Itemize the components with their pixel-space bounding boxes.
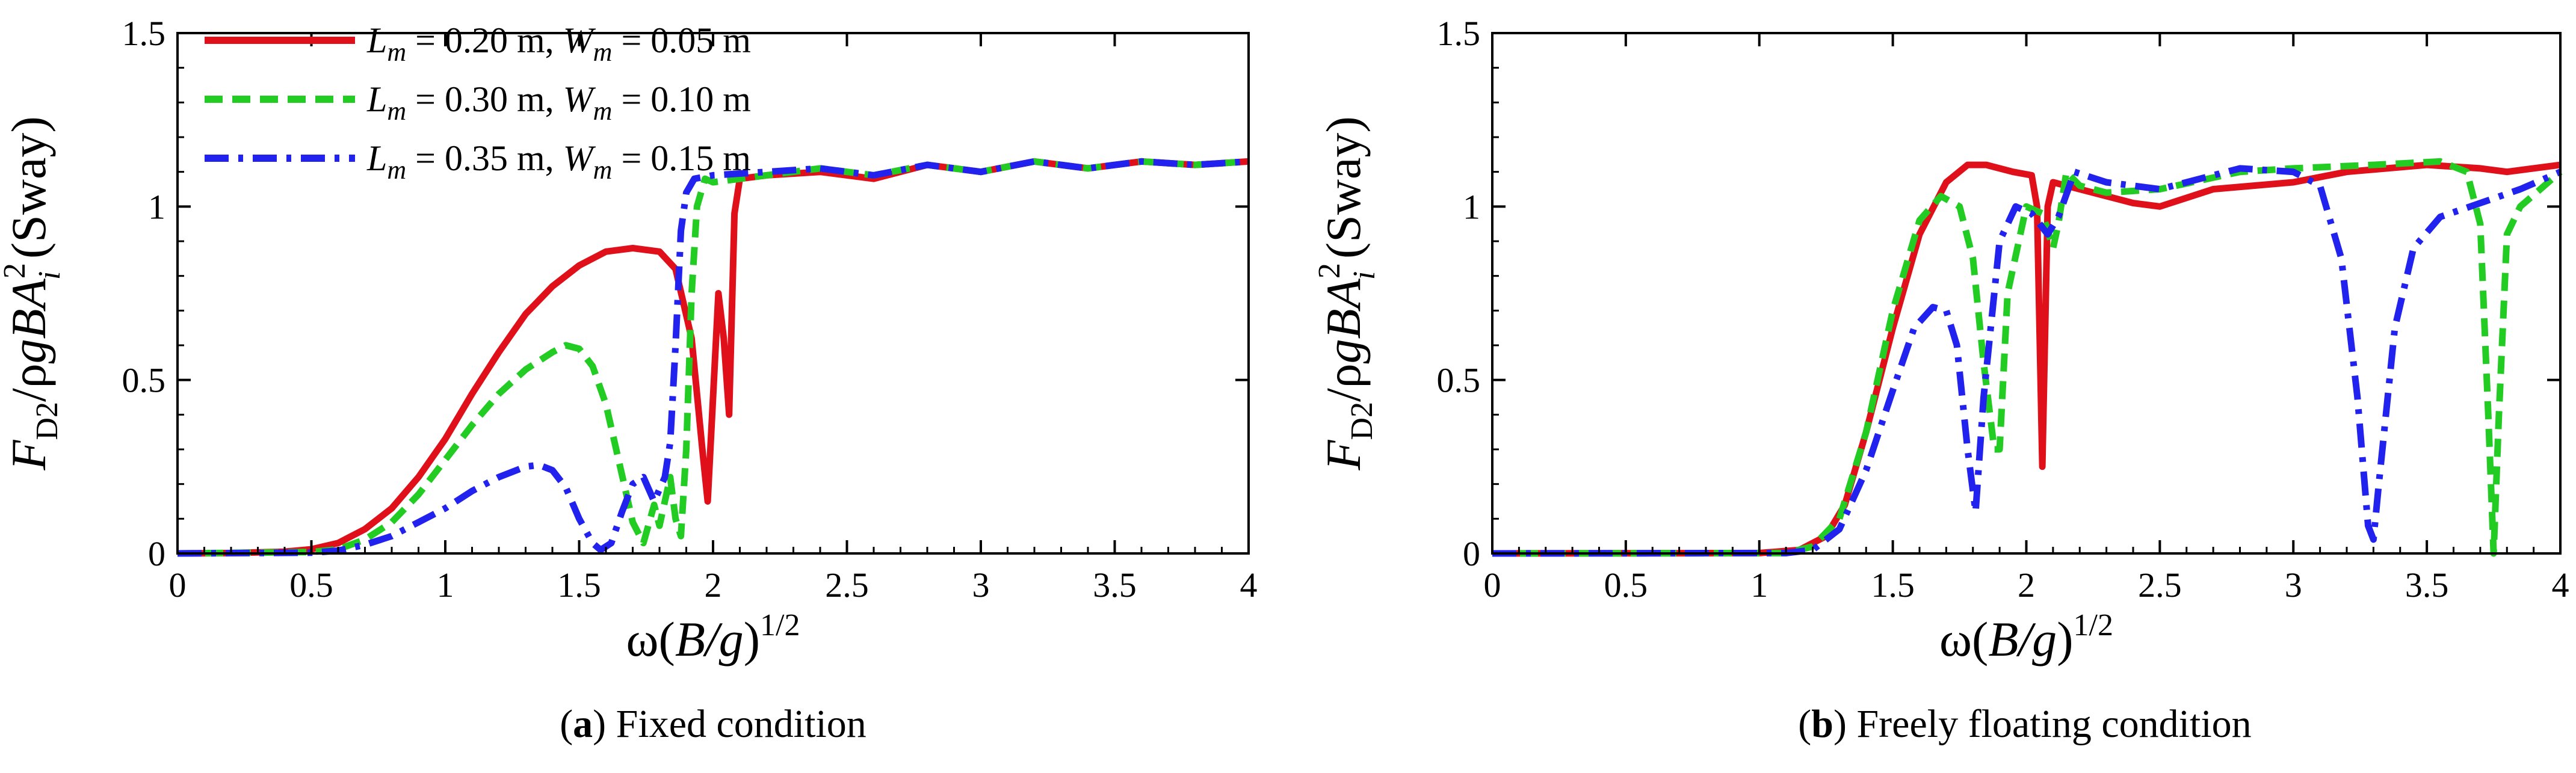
legend-entry-3: Lm = 0.35 m, Wm = 0.15 m bbox=[366, 138, 751, 185]
legend-entry-2: Lm = 0.30 m, Wm = 0.10 m bbox=[366, 79, 751, 126]
series-line-2 bbox=[177, 158, 1249, 557]
panel-caption: (b) Freely floating condition bbox=[1798, 702, 2251, 746]
y-axis-label: FD2/ρgBA2i (Sway) bbox=[1312, 116, 1382, 470]
x-tick-label: 0 bbox=[169, 565, 187, 605]
x-tick-label: 0 bbox=[1484, 565, 1501, 605]
y-tick-label: 0.5 bbox=[1437, 361, 1481, 400]
panel-caption: (a) Fixed condition bbox=[560, 702, 866, 746]
series-line-1 bbox=[1492, 161, 2561, 557]
x-tick-label: 4 bbox=[2552, 565, 2569, 605]
x-tick-label: 1.5 bbox=[557, 565, 601, 605]
x-tick-label: 3.5 bbox=[1093, 565, 1137, 605]
y-tick-label: 1 bbox=[148, 187, 165, 226]
y-tick-label: 0 bbox=[1463, 534, 1480, 573]
x-axis-label: ω(B/g)1/2 bbox=[626, 608, 800, 667]
x-tick-label: 4 bbox=[1240, 565, 1258, 605]
x-tick-label: 0.5 bbox=[289, 565, 333, 605]
chart-panel-a: 0 0.5 1 1.5 2 2.5 3 3.5 4 0 0.5 1 1.5 ω(B/g)1/2 FD2/ρg… bbox=[0, 14, 1258, 746]
chart-panel-b: 0 0.5 1 1.5 2 2.5 3 3.5 4 0 0.5 1 1.5 ω(B/g)1/2 FD2/ρg… bbox=[1312, 14, 2569, 746]
x-tick-label: 0.5 bbox=[1604, 565, 1648, 605]
y-tick-label: 0 bbox=[148, 534, 165, 573]
plot-frame bbox=[1491, 32, 2562, 555]
x-tick-label: 3 bbox=[2285, 565, 2302, 605]
x-tick-label: 3 bbox=[972, 565, 990, 605]
x-tick-label: 2.5 bbox=[825, 565, 869, 605]
x-axis-label: ω(B/g)1/2 bbox=[1939, 608, 2113, 667]
x-tick-label: 2 bbox=[705, 565, 722, 605]
x-tick-label: 2 bbox=[2018, 565, 2035, 605]
series-line-3 bbox=[177, 158, 1249, 557]
y-tick-label: 1.5 bbox=[1437, 14, 1481, 53]
legend: Lm = 0.20 m, Wm = 0.05 m Lm = 0.30 m, Wm … bbox=[205, 20, 751, 185]
y-tick-label: 1.5 bbox=[122, 14, 166, 53]
series-line-3 bbox=[1492, 165, 2562, 557]
x-tick-label: 2.5 bbox=[2138, 565, 2182, 605]
series-line-2 bbox=[1492, 158, 2563, 557]
y-tick-label: 0.5 bbox=[122, 361, 166, 400]
x-tick-label: 1 bbox=[1750, 565, 1768, 605]
y-tick-label: 1 bbox=[1463, 187, 1480, 226]
x-tick-label: 1.5 bbox=[1871, 565, 1915, 605]
legend-entry-1: Lm = 0.20 m, Wm = 0.05 m bbox=[366, 20, 751, 67]
x-tick-label: 1 bbox=[437, 565, 454, 605]
y-axis-label: FD2/ρgBA2i (Sway) bbox=[0, 116, 67, 470]
x-tick-label: 3.5 bbox=[2405, 565, 2449, 605]
series-line-1 bbox=[177, 158, 1249, 557]
